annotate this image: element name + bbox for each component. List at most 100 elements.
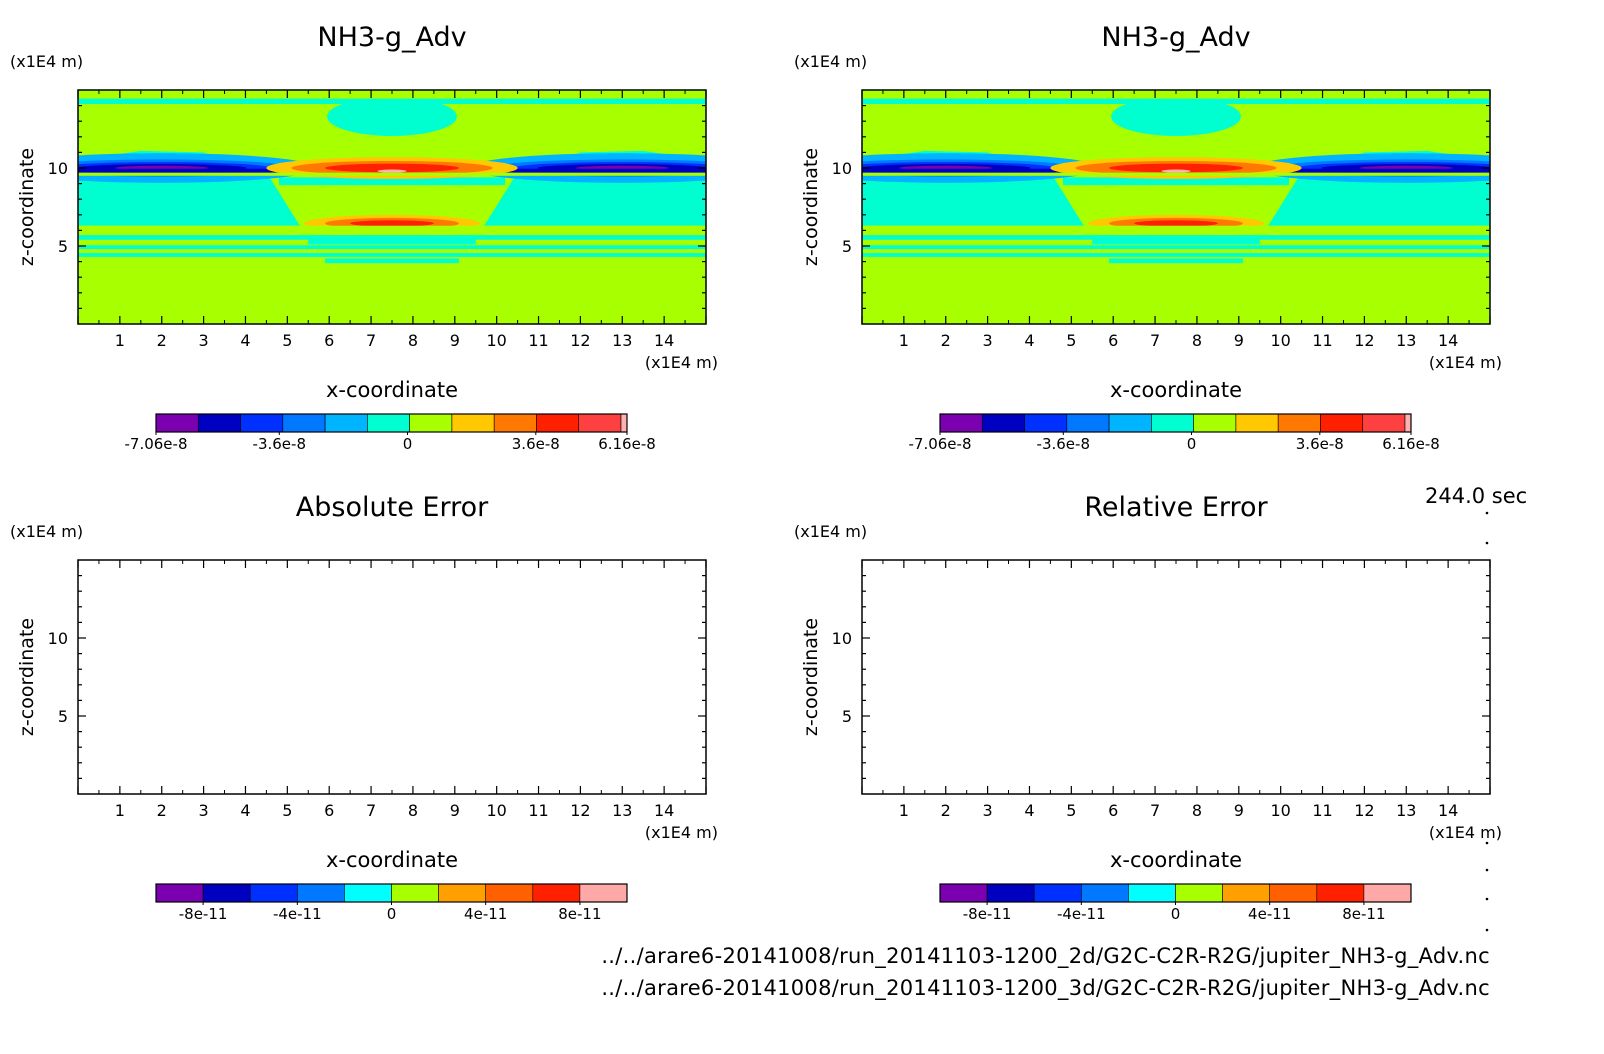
colorbar-swatch	[579, 883, 628, 903]
colorbar-swatch	[536, 413, 580, 433]
x-tick-label: 4	[1024, 801, 1034, 820]
contour-stripe	[862, 235, 1490, 240]
colorbar-swatch	[1024, 413, 1068, 433]
contour-pink-core	[1161, 169, 1191, 173]
x-tick-label: 12	[1354, 331, 1374, 350]
colorbar-tick-label: 0	[387, 905, 397, 923]
x-tick-label: 1	[899, 801, 909, 820]
file-path-2d: ../../arare6-20141008/run_20141103-1200_…	[601, 944, 1490, 968]
colorbar-tick-label: -3.6e-8	[253, 435, 306, 453]
contour-layers	[862, 90, 1490, 324]
panel-title: Absolute Error	[296, 492, 489, 523]
colorbar-swatch	[155, 413, 199, 433]
x-tick-label: 13	[1396, 801, 1416, 820]
colorbar-swatch	[1362, 413, 1406, 433]
contour-stripe	[78, 235, 706, 240]
contour-sep-line	[78, 172, 706, 176]
colorbar-tick-label: 8e-11	[1342, 905, 1385, 923]
colorbar-swatch	[324, 413, 368, 433]
x-tick-label: 7	[366, 331, 376, 350]
x-tick-label: 12	[570, 331, 590, 350]
x-axis-label: x-coordinate	[326, 848, 458, 872]
contour-stripe	[325, 258, 459, 264]
x-unit-label: (x1E4 m)	[1429, 353, 1502, 372]
y-unit-label: (x1E4 m)	[10, 522, 83, 541]
contour-stripe	[308, 238, 476, 245]
x-tick-label: 14	[654, 801, 674, 820]
x-tick-label: 14	[1438, 801, 1458, 820]
x-axis-label: x-coordinate	[1110, 848, 1242, 872]
colorbar-swatch	[1108, 413, 1152, 433]
x-tick-label: 11	[1312, 331, 1332, 350]
colorbar-swatch	[485, 883, 534, 903]
colorbar-swatch	[1404, 413, 1412, 433]
colorbar-swatch	[1269, 883, 1318, 903]
colorbar-swatch	[578, 413, 622, 433]
x-tick-label: 5	[282, 331, 292, 350]
colorbar-swatch	[1175, 883, 1223, 903]
x-tick-label: 11	[1312, 801, 1332, 820]
y-tick-label: 10	[48, 159, 68, 178]
contour-stripe	[1109, 258, 1243, 264]
colorbar-swatch	[282, 413, 326, 433]
colorbar-swatch	[367, 413, 410, 433]
x-tick-label: 12	[1354, 801, 1374, 820]
x-tick-label: 3	[199, 801, 209, 820]
colorbar-swatch	[155, 883, 204, 903]
contour-mid-band	[278, 177, 506, 186]
file-path-3d: ../../arare6-20141008/run_20141103-1200_…	[601, 976, 1490, 1000]
colorbar-tick-label: 6.16e-8	[1382, 435, 1440, 453]
contour-red-core	[325, 163, 459, 173]
x-tick-label: 10	[1270, 801, 1290, 820]
x-tick-label: 9	[450, 331, 460, 350]
panel-title: NH3-g_Adv	[317, 22, 466, 53]
colorbar-swatch	[1235, 413, 1279, 433]
contour-mid-band	[1062, 177, 1290, 186]
x-tick-label: 10	[1270, 331, 1290, 350]
contour-red-core	[1109, 163, 1243, 173]
y-tick-label: 10	[832, 629, 852, 648]
x-tick-label: 5	[1066, 331, 1076, 350]
y-axis-label: z-coordinate	[800, 618, 822, 736]
colorbar-swatch	[197, 413, 241, 433]
x-tick-label: 13	[612, 801, 632, 820]
x-tick-label: 3	[199, 331, 209, 350]
x-tick-label: 12	[570, 801, 590, 820]
colorbar-swatch	[1151, 413, 1194, 433]
colorbar-tick-label: 4e-11	[464, 905, 507, 923]
y-tick-label: 10	[48, 629, 68, 648]
plot-frame	[77, 559, 707, 795]
colorbar-swatch	[1316, 883, 1365, 903]
contour-stripe	[1092, 238, 1260, 245]
x-tick-label: 9	[450, 801, 460, 820]
x-tick-label: 4	[240, 801, 250, 820]
colorbar-tick-label: -8e-11	[963, 905, 1012, 923]
colorbar-swatch	[493, 413, 537, 433]
colorbar-tick-label: -8e-11	[179, 905, 228, 923]
x-tick-label: 8	[408, 331, 418, 350]
contour-stripe	[862, 245, 1490, 250]
x-tick-label: 4	[240, 331, 250, 350]
x-tick-label: 8	[408, 801, 418, 820]
x-tick-label: 11	[528, 801, 548, 820]
colorbar-swatch	[1128, 883, 1176, 903]
colorbar-swatch	[391, 883, 439, 903]
colorbar-tick-label: 0	[1171, 905, 1181, 923]
colorbar-swatch	[620, 413, 628, 433]
x-tick-label: 6	[324, 331, 334, 350]
x-tick-label: 7	[1150, 331, 1160, 350]
x-tick-label: 11	[528, 331, 548, 350]
colorbar-swatch	[409, 413, 453, 433]
edge-dot-marker	[1485, 541, 1489, 545]
x-tick-label: 1	[115, 801, 125, 820]
contour-top-strip	[862, 90, 1490, 99]
edge-dot-marker	[1485, 511, 1489, 515]
contour-sep-line	[862, 172, 1490, 176]
x-tick-label: 14	[1438, 331, 1458, 350]
colorbar-tick-label: 3.6e-8	[512, 435, 560, 453]
contour-lower-red	[350, 220, 434, 227]
time-label: 244.0 sec	[1425, 484, 1528, 508]
x-tick-label: 13	[1396, 331, 1416, 350]
colorbar-swatch	[1363, 883, 1412, 903]
colorbar-swatch	[344, 883, 392, 903]
